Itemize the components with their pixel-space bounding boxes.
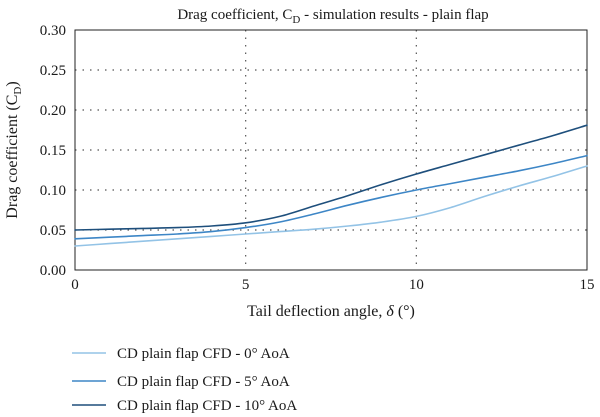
y-axis-label-post: ) bbox=[4, 81, 21, 86]
series-line bbox=[74, 124, 588, 231]
y-tick-label: 0.15 bbox=[40, 143, 66, 159]
y-axis-label: Drag coefficient (CD) bbox=[4, 81, 24, 218]
x-tick-label: 5 bbox=[242, 277, 250, 293]
series-line bbox=[74, 154, 588, 240]
series-group bbox=[74, 124, 588, 247]
y-tick-label: 0.10 bbox=[40, 183, 66, 199]
chart-title-subscript: D bbox=[292, 14, 300, 26]
x-axis-label-post: (°) bbox=[394, 303, 415, 320]
legend-item: CD plain flap CFD - 5° AoA bbox=[72, 374, 290, 390]
plot-frame bbox=[74, 29, 588, 271]
series-line bbox=[74, 165, 588, 247]
x-tick-label: 15 bbox=[580, 277, 595, 293]
grid bbox=[75, 30, 587, 270]
x-axis-ticks: 0 5 10 15 bbox=[71, 277, 594, 293]
x-axis-label: Tail deflection angle, δ (°) bbox=[247, 303, 415, 320]
y-axis-ticks: 0.00 0.05 0.10 0.15 0.20 0.25 0.30 bbox=[40, 23, 66, 279]
legend-label: CD plain flap CFD - 10° AoA bbox=[117, 398, 297, 414]
legend: CD plain flap CFD - 0° AoA CD plain flap… bbox=[72, 346, 297, 414]
y-tick-label: 0.20 bbox=[40, 103, 66, 119]
chart-title-rest: - simulation results - plain flap bbox=[300, 7, 488, 23]
legend-label: CD plain flap CFD - 5° AoA bbox=[117, 374, 290, 390]
x-tick-label: 10 bbox=[409, 277, 424, 293]
y-tick-label: 0.00 bbox=[40, 263, 66, 279]
y-axis-label-subscript: D bbox=[12, 87, 24, 95]
y-tick-label: 0.05 bbox=[40, 223, 66, 239]
chart-title-main: Drag coefficient, C bbox=[177, 7, 292, 23]
y-tick-label: 0.25 bbox=[40, 63, 66, 79]
y-tick-label: 0.30 bbox=[40, 23, 66, 39]
x-tick-label: 0 bbox=[71, 277, 79, 293]
y-axis-label-pre: Drag coefficient (C bbox=[4, 95, 21, 219]
x-axis-label-pre: Tail deflection angle, bbox=[247, 303, 386, 320]
x-axis-label-symbol: δ bbox=[386, 303, 394, 320]
legend-label: CD plain flap CFD - 0° AoA bbox=[117, 346, 290, 362]
chart-title: Drag coefficient, CD - simulation result… bbox=[177, 7, 488, 26]
legend-item: CD plain flap CFD - 10° AoA bbox=[72, 398, 297, 414]
legend-item: CD plain flap CFD - 0° AoA bbox=[72, 346, 290, 362]
